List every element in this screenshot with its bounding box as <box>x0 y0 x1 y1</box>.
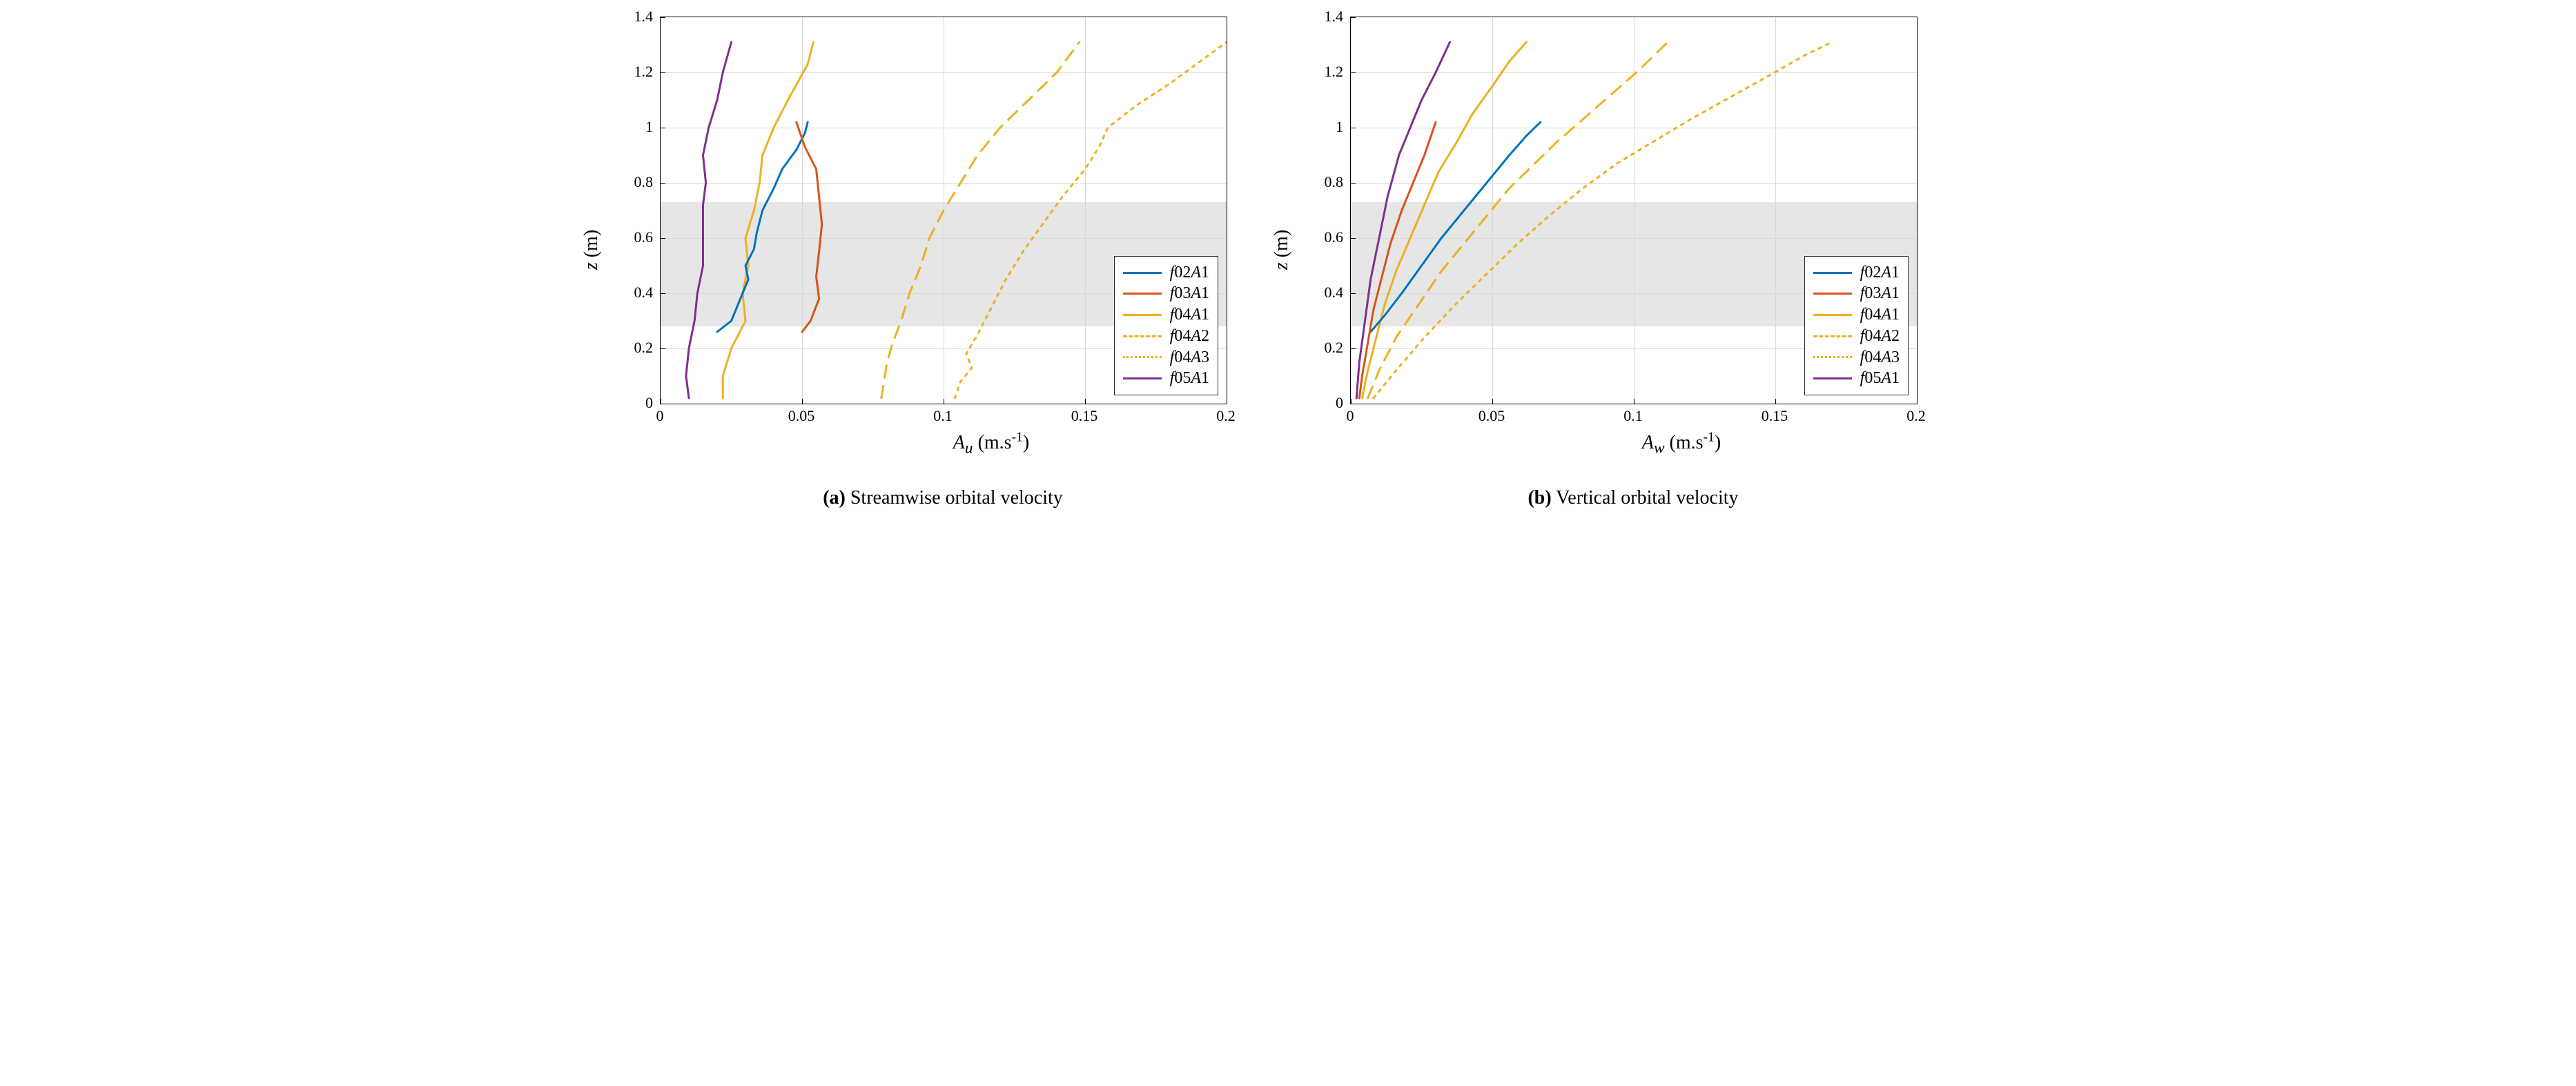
tick-mark-x <box>1917 399 1918 404</box>
legend-swatch <box>1123 335 1162 337</box>
legend-label: f04A1 <box>1170 304 1209 326</box>
series-f04A3 <box>1374 42 1832 398</box>
tick-label-y: 0.6 <box>1302 228 1343 246</box>
legend-item-f03A1: f03A1 <box>1813 283 1900 304</box>
legend-label: f03A1 <box>1860 283 1900 304</box>
plot-area: f02A1f03A1f04A1f04A2f04A3f05A1 <box>1350 17 1918 404</box>
legend-swatch <box>1813 272 1852 274</box>
tick-label-y: 0.4 <box>1302 284 1343 302</box>
legend-label: f04A2 <box>1860 326 1900 347</box>
legend-item-f04A2: f04A2 <box>1123 326 1209 347</box>
legend-label: f04A1 <box>1860 304 1900 326</box>
legend: f02A1f03A1f04A1f04A2f04A3f05A1 <box>1804 256 1909 395</box>
tick-label-y: 0 <box>1302 394 1343 412</box>
subplot-caption: (b) Vertical orbital velocity <box>1528 487 1738 509</box>
legend-item-f04A3: f04A3 <box>1123 347 1209 368</box>
legend-label: f04A2 <box>1170 326 1209 347</box>
tick-label-y: 1.4 <box>1302 8 1343 26</box>
tick-label-x: 0.15 <box>1762 407 1788 425</box>
legend-label: f05A1 <box>1170 368 1209 389</box>
legend-item-f03A1: f03A1 <box>1123 283 1209 304</box>
tick-label-y: 1.4 <box>612 8 653 26</box>
legend-label: f03A1 <box>1170 283 1209 304</box>
plot-area: f02A1f03A1f04A1f04A2f04A3f05A1 <box>660 17 1227 404</box>
plot-outer: z (m)00.050.10.150.200.20.40.60.811.21.4… <box>1302 17 1964 483</box>
legend-item-f05A1: f05A1 <box>1813 368 1900 389</box>
figure-wrap: z (m) 0 0.05 0.1 0.15 0.2 0 0.2 0.4 0.6 0.8 1 1.2 1.4… <box>0 0 2576 526</box>
legend-swatch <box>1813 377 1852 379</box>
tick-label-x: 0.05 <box>1479 407 1505 425</box>
tick-label-y: 0.4 <box>612 284 653 302</box>
tick-label-x: 0.2 <box>1216 407 1236 425</box>
legend-item-f04A1: f04A1 <box>1123 304 1209 326</box>
tick-label-x: 0.1 <box>933 407 953 425</box>
legend-item-f04A2: f04A2 <box>1813 326 1900 347</box>
tick-label-y: 0.2 <box>612 339 653 357</box>
series-f05A1 <box>686 42 732 398</box>
legend-swatch <box>1813 293 1852 295</box>
plot-outer: z (m)00.050.10.150.200.20.40.60.811.21.4… <box>612 17 1274 483</box>
panel-a: z (m)00.050.10.150.200.20.40.60.811.21.4… <box>612 17 1274 509</box>
legend-item-f02A1: f02A1 <box>1123 262 1209 284</box>
series-f04A1 <box>723 42 813 398</box>
tick-label-y: 1.2 <box>1302 63 1343 81</box>
y-axis-label: z (m) <box>1271 230 1293 270</box>
legend-label: f04A3 <box>1170 347 1209 368</box>
tick-label-y: 0 <box>612 394 653 412</box>
tick-label-y: 0.2 <box>1302 339 1343 357</box>
legend-item-f04A1: f04A1 <box>1813 304 1900 326</box>
legend-item-f05A1: f05A1 <box>1123 368 1209 389</box>
legend-label: f05A1 <box>1860 368 1900 389</box>
legend-swatch <box>1813 356 1852 358</box>
tick-label-y: 0.6 <box>612 228 653 246</box>
legend-swatch <box>1123 377 1162 379</box>
legend-swatch <box>1123 314 1162 316</box>
tick-label-y: 0.8 <box>1302 173 1343 191</box>
legend: f02A1f03A1f04A1f04A2f04A3f05A1 <box>1114 256 1218 395</box>
legend-swatch <box>1813 335 1852 337</box>
tick-label-x: 0.05 <box>788 407 815 425</box>
legend-label: f02A1 <box>1860 262 1900 284</box>
legend-swatch <box>1123 356 1162 358</box>
tick-label-y: 1.2 <box>612 63 653 81</box>
series-f04A2 <box>881 42 1080 398</box>
tick-label-x: 0 <box>656 407 664 425</box>
tick-label-x: 0 <box>1347 407 1354 425</box>
legend-swatch <box>1123 272 1162 274</box>
y-axis-label: z (m) <box>580 230 603 270</box>
tick-label-x: 0.1 <box>1623 407 1643 425</box>
tick-label-y: 1 <box>1302 118 1343 136</box>
panel-b: z (m)00.050.10.150.200.20.40.60.811.21.4… <box>1302 17 1964 509</box>
legend-item-f04A3: f04A3 <box>1813 347 1900 368</box>
tick-label-y: 1 <box>612 118 653 136</box>
series-f05A1 <box>1356 42 1450 398</box>
tick-label-x: 0.15 <box>1071 407 1098 425</box>
series-f03A1 <box>797 122 822 332</box>
legend-swatch <box>1813 314 1852 316</box>
legend-label: f04A3 <box>1860 347 1900 368</box>
series-f04A2 <box>1368 42 1668 398</box>
subplot-caption: (a) Streamwise orbital velocity <box>823 487 1063 509</box>
legend-item-f02A1: f02A1 <box>1813 262 1900 284</box>
legend-swatch <box>1123 293 1162 295</box>
legend-label: f02A1 <box>1170 262 1209 284</box>
tick-label-y: 0.8 <box>612 173 653 191</box>
series-f04A1 <box>1362 42 1526 398</box>
tick-label-x: 0.2 <box>1906 407 1926 425</box>
